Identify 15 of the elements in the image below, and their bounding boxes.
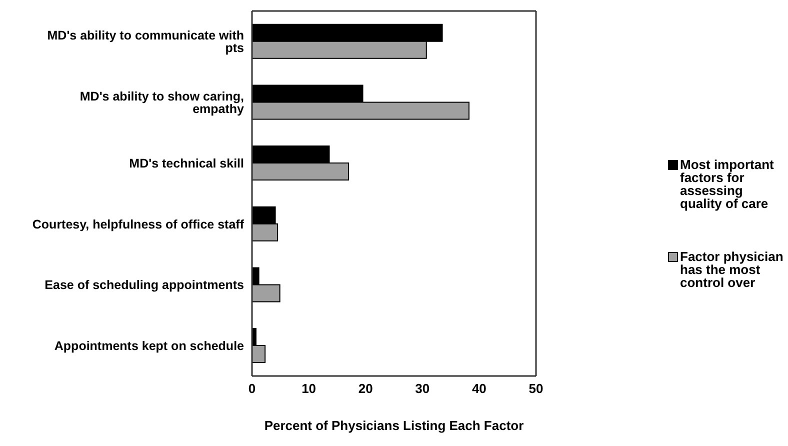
x-tick-label: 50 — [528, 381, 544, 396]
y-tick-label: Courtesy, helpfulness of office staff — [32, 217, 245, 232]
x-tick-label: 40 — [472, 381, 486, 396]
legend-label: Factor physician has the most control over — [680, 248, 784, 290]
x-tick-label: 0 — [248, 381, 256, 396]
y-tick-label: MD's ability to show caring, empathy — [80, 89, 244, 116]
legend-label: Most important factors for assessing quality of care — [680, 156, 775, 210]
x-axis-title: Percent of Physicians Listing Each Factor — [264, 418, 524, 433]
y-tick-label: MD's technical skill — [129, 156, 244, 171]
y-tick-label: Ease of scheduling appointments — [44, 278, 244, 292]
y-tick-label: Appointments kept on schedule — [54, 339, 244, 354]
x-tick-label: 10 — [302, 381, 316, 396]
x-tick-label: 20 — [358, 381, 373, 396]
x-tick-label: 30 — [415, 381, 430, 396]
y-tick-label: MD's ability to communicate with pts — [47, 28, 244, 56]
